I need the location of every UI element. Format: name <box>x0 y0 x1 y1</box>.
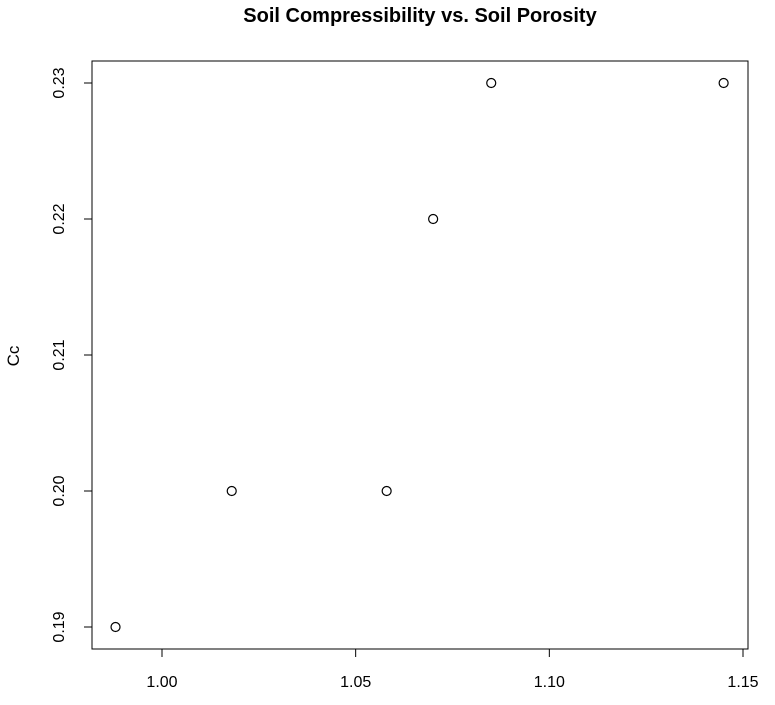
x-tick-label: 1.10 <box>534 674 565 691</box>
y-tick-label: 0.22 <box>51 203 68 234</box>
data-point <box>381 485 392 497</box>
data-points <box>110 77 729 633</box>
x-tick-label: 1.05 <box>340 674 371 691</box>
data-point <box>486 77 497 89</box>
y-tick-label: 0.20 <box>51 475 68 506</box>
data-point <box>428 213 439 225</box>
x-tick-label: 1.00 <box>146 674 177 691</box>
data-point <box>718 77 729 89</box>
x-axis: 1.00 1.05 1.10 1.15 <box>146 648 759 691</box>
y-axis-title: Cc <box>4 345 23 366</box>
y-tick-label: 0.19 <box>51 611 68 642</box>
y-axis: 0.19 0.20 0.21 0.22 0.23 <box>51 67 93 643</box>
data-point <box>110 621 121 633</box>
data-point <box>226 485 237 497</box>
x-tick-label: 1.15 <box>727 674 758 691</box>
y-tick-label: 0.23 <box>51 67 68 98</box>
plot-frame <box>91 60 749 650</box>
chart-title: Soil Compressibility vs. Soil Porosity <box>243 5 597 27</box>
y-tick-label: 0.21 <box>51 339 68 370</box>
